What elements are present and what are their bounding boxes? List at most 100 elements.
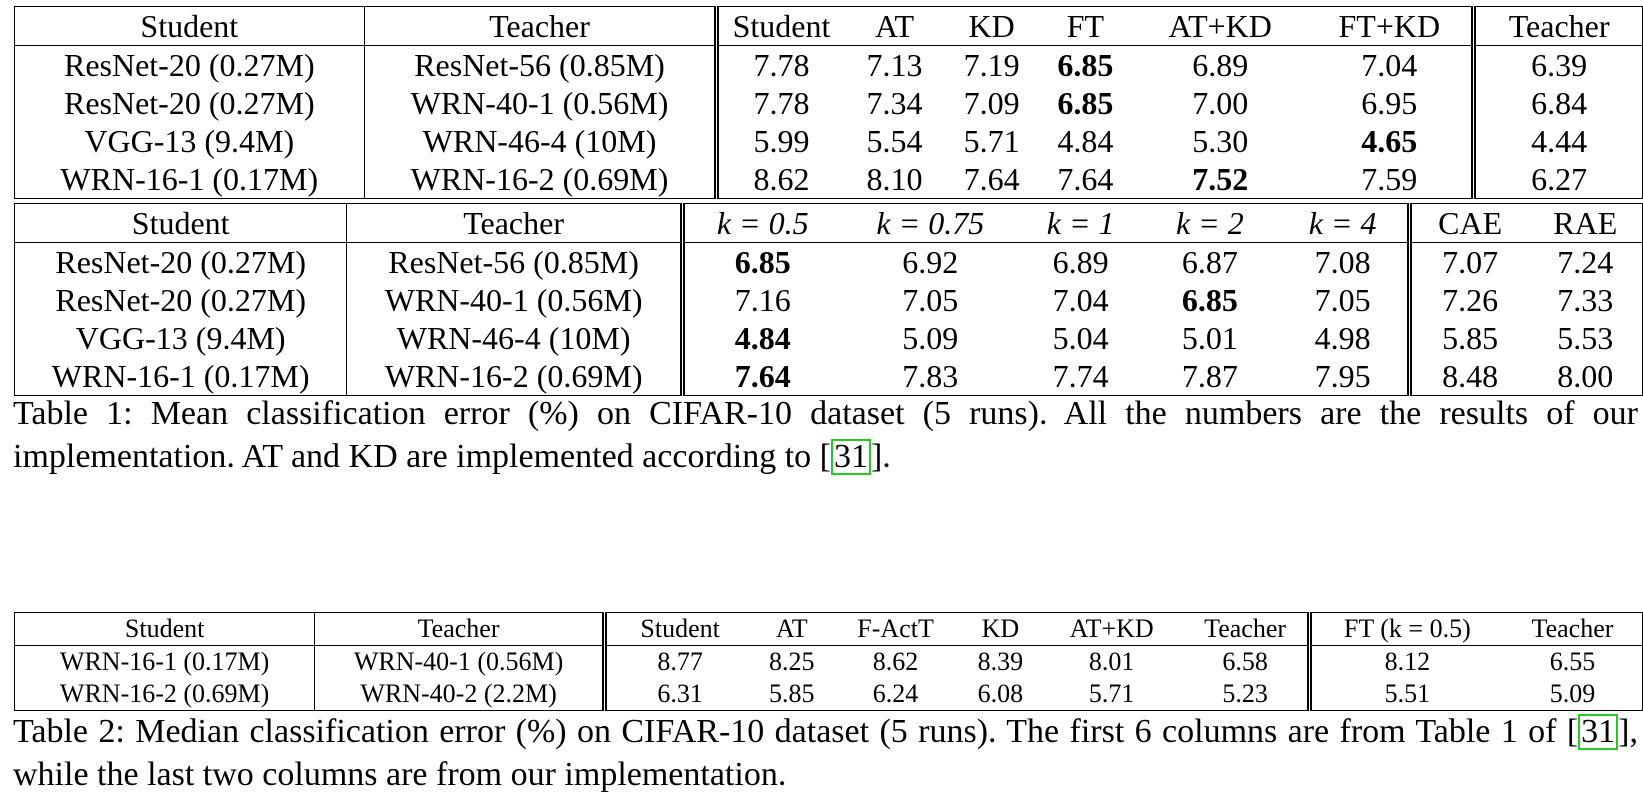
- table2-caption: Table 2: Median classification error (%)…: [13, 710, 1638, 796]
- table-cell: 7.07: [1406, 242, 1529, 281]
- header-cell: Teacher: [1183, 612, 1310, 646]
- table-cell-best: 4.84: [679, 319, 841, 357]
- table-cell: 7.09: [963, 84, 1020, 121]
- table1-bottom-header-row: Student Teacher k = 0.5 k = 0.75 k = 1 k…: [14, 203, 1643, 243]
- table-cell: 4.98: [1314, 319, 1371, 356]
- header-cell: k = 4: [1278, 203, 1410, 243]
- table-cell: 5.54: [866, 122, 923, 159]
- table-cell: ResNet-20 (0.27M): [63, 84, 315, 121]
- table-cell-best: 6.85: [1057, 46, 1114, 83]
- table-cell: 8.12: [1306, 645, 1503, 678]
- table-cell: 7.34: [866, 84, 923, 121]
- citation-link[interactable]: 31: [830, 439, 871, 475]
- header-cell: FT+KD: [1307, 6, 1474, 46]
- table-cell: 7.05: [902, 281, 959, 318]
- table-cell: 7.95: [1314, 357, 1371, 394]
- table-cell: 6.95: [1361, 84, 1418, 121]
- header-cell: Teacher: [314, 612, 605, 646]
- header-cell: Student: [601, 612, 754, 646]
- table-cell: 8.25: [769, 647, 815, 676]
- table-cell: 7.16: [679, 281, 841, 319]
- header-cell: Teacher: [346, 203, 683, 243]
- caption-text: Table 1: Mean classification error (%) o…: [13, 395, 1638, 475]
- table-cell-best: 6.85: [679, 242, 841, 281]
- table-cell: 7.78: [714, 45, 844, 84]
- header-cell: RAE: [1528, 203, 1643, 243]
- table-cell: 6.89: [1052, 243, 1109, 280]
- table-cell: VGG-13 (9.4M): [75, 319, 286, 356]
- table-cell-best: 7.52: [1192, 160, 1249, 197]
- table-cell: 7.83: [902, 357, 959, 394]
- header-cell: k = 2: [1141, 203, 1279, 243]
- table1-caption: Table 1: Mean classification error (%) o…: [13, 392, 1638, 478]
- table-cell: 7.24: [1557, 243, 1614, 280]
- table-cell: 8.00: [1557, 357, 1614, 394]
- header-cell: k = 0.75: [840, 203, 1020, 243]
- table-cell: 6.58: [1222, 647, 1268, 676]
- table-cell: 6.55: [1549, 647, 1596, 676]
- caption-text: ].: [870, 438, 891, 475]
- header-cell: Student: [14, 203, 347, 243]
- table-cell: 7.13: [866, 46, 923, 83]
- table2-header-row: Student Teacher Student AT F-ActT KD AT+…: [14, 612, 1643, 646]
- table1-top-header-row: Student Teacher Student AT KD FT AT+KD F…: [14, 6, 1643, 46]
- table-cell: 8.62: [714, 160, 844, 199]
- header-cell: AT+KD: [1039, 612, 1184, 646]
- table-row: VGG-13 (9.4M) WRN-46-4 (10M) 5.99 5.54 5…: [15, 122, 1643, 160]
- header-cell: Student: [14, 612, 315, 646]
- caption-text: ], while the last two columns are from o…: [13, 713, 1638, 793]
- header-cell: FT (k = 0.5): [1306, 612, 1503, 646]
- table-cell: 5.01: [1181, 319, 1238, 356]
- table-cell: 7.00: [1192, 84, 1249, 121]
- header-cell: k = 0.5: [679, 203, 841, 243]
- header-cell: Teacher: [1502, 612, 1643, 646]
- table-cell: 8.77: [601, 645, 754, 678]
- header-cell: AT+KD: [1133, 6, 1308, 46]
- header-cell: AT: [753, 612, 831, 646]
- table-cell: 7.87: [1181, 357, 1238, 394]
- citation-link[interactable]: 31: [1578, 714, 1619, 750]
- table-cell: 7.59: [1361, 160, 1418, 197]
- table-cell: 7.33: [1557, 281, 1614, 318]
- table-cell: WRN-16-1 (0.17M): [51, 357, 310, 394]
- table-cell: 7.64: [1057, 160, 1114, 197]
- table-cell: 5.99: [714, 122, 844, 160]
- table-row: WRN-16-2 (0.69M) WRN-40-2 (2.2M) 6.31 5.…: [15, 678, 1643, 711]
- table-cell: 6.84: [1471, 84, 1643, 122]
- table-cell: WRN-46-4 (10M): [346, 319, 683, 357]
- table-cell: WRN-40-2 (2.2M): [314, 678, 605, 711]
- table1-top: Student Teacher Student AT KD FT AT+KD F…: [14, 6, 1643, 199]
- table-cell: 6.24: [872, 679, 919, 708]
- table-cell: 6.39: [1471, 45, 1643, 84]
- table-cell: 5.04: [1052, 319, 1109, 356]
- header-cell: F-ActT: [830, 612, 962, 646]
- table-row: ResNet-20 (0.27M) ResNet-56 (0.85M) 7.78…: [15, 45, 1643, 84]
- table-cell: WRN-40-1 (0.56M): [363, 84, 717, 122]
- table-row: WRN-16-1 (0.17M) WRN-40-1 (0.56M) 8.77 8…: [15, 645, 1643, 678]
- table-cell: ResNet-56 (0.85M): [346, 242, 683, 281]
- table-cell: 5.71: [1088, 679, 1135, 708]
- table-cell: 7.05: [1314, 281, 1371, 318]
- table-cell: 6.08: [977, 679, 1024, 708]
- header-cell: Student: [714, 6, 844, 46]
- table-cell: WRN-16-2 (0.69M): [59, 679, 270, 708]
- table-cell: 5.23: [1222, 679, 1268, 708]
- table-cell: 6.27: [1471, 160, 1643, 199]
- caption-text: Table 2: Median classification error (%)…: [13, 713, 1579, 750]
- table-cell: 5.71: [963, 122, 1020, 159]
- table-cell: WRN-40-1 (0.56M): [314, 645, 605, 678]
- table-cell: WRN-46-4 (10M): [363, 122, 717, 160]
- table-cell: WRN-16-1 (0.17M): [60, 160, 319, 197]
- header-cell: Teacher: [1471, 6, 1643, 46]
- table-cell: 7.19: [963, 46, 1020, 83]
- table-cell: 5.85: [769, 679, 815, 708]
- table-cell: 7.64: [963, 160, 1020, 197]
- table-cell: 8.48: [1406, 357, 1529, 396]
- table-cell: 6.89: [1192, 46, 1249, 83]
- table-cell-best: 4.65: [1361, 122, 1418, 159]
- table-row: ResNet-20 (0.27M) ResNet-56 (0.85M) 6.85…: [15, 242, 1643, 281]
- table-cell: 5.51: [1306, 678, 1503, 711]
- table-cell: 7.04: [1361, 46, 1418, 83]
- table-cell: 7.74: [1052, 357, 1109, 394]
